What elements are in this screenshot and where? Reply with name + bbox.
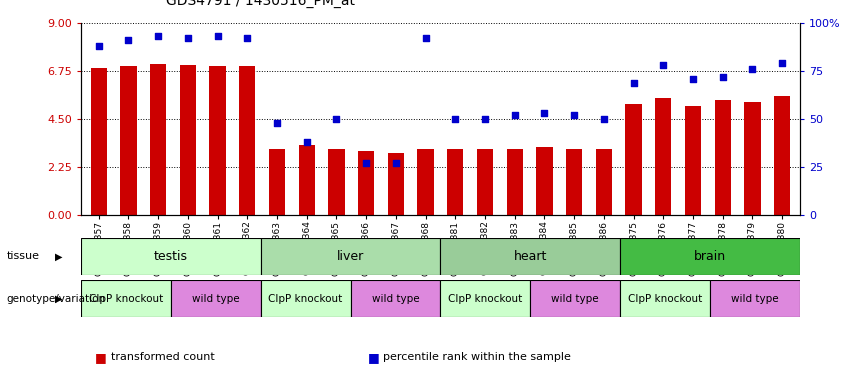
Bar — [328, 149, 345, 215]
Text: brain: brain — [694, 250, 726, 263]
Text: ClpP knockout: ClpP knockout — [448, 293, 523, 304]
Bar — [440, 238, 620, 275]
Point — [211, 33, 225, 40]
Point — [359, 160, 373, 166]
Bar — [260, 280, 351, 317]
Point — [151, 33, 165, 40]
Bar — [596, 149, 612, 215]
Bar — [269, 149, 285, 215]
Bar — [150, 64, 166, 215]
Bar — [685, 106, 701, 215]
Bar — [715, 100, 731, 215]
Point — [448, 116, 462, 122]
Text: ■: ■ — [368, 351, 380, 364]
Bar — [440, 280, 530, 317]
Text: ClpP knockout: ClpP knockout — [268, 293, 343, 304]
Bar — [620, 238, 800, 275]
Point — [686, 76, 700, 82]
Point — [538, 110, 551, 116]
Point — [508, 112, 522, 118]
Bar — [90, 68, 107, 215]
Bar — [655, 98, 671, 215]
Point — [241, 35, 254, 41]
Bar — [180, 65, 196, 215]
Bar — [417, 149, 434, 215]
Text: genotype/variation: genotype/variation — [7, 293, 106, 304]
Point — [656, 62, 670, 68]
Bar — [171, 280, 260, 317]
Text: percentile rank within the sample: percentile rank within the sample — [383, 352, 571, 362]
Text: ▶: ▶ — [55, 251, 63, 262]
Bar — [774, 96, 791, 215]
Point — [626, 79, 640, 86]
Text: ■: ■ — [95, 351, 107, 364]
Bar — [81, 238, 260, 275]
Point — [716, 74, 729, 80]
Bar — [388, 153, 404, 215]
Point — [419, 35, 432, 41]
Text: wild type: wild type — [191, 293, 239, 304]
Point — [478, 116, 492, 122]
Point — [329, 116, 343, 122]
Bar — [447, 149, 464, 215]
Bar — [625, 104, 642, 215]
Bar — [477, 149, 493, 215]
Bar — [120, 66, 136, 215]
Bar — [745, 102, 761, 215]
Bar — [351, 280, 441, 317]
Bar — [530, 280, 620, 317]
Point — [92, 43, 106, 49]
Point — [300, 139, 313, 145]
Point — [568, 112, 581, 118]
Text: tissue: tissue — [7, 251, 40, 262]
Point — [597, 116, 611, 122]
Point — [270, 120, 283, 126]
Point — [775, 60, 789, 66]
Bar — [260, 238, 440, 275]
Point — [389, 160, 403, 166]
Point — [122, 37, 135, 43]
Bar — [566, 149, 582, 215]
Bar — [299, 145, 315, 215]
Bar — [358, 151, 374, 215]
Point — [745, 66, 759, 72]
Text: testis: testis — [154, 250, 188, 263]
Bar — [620, 280, 710, 317]
Text: liver: liver — [337, 250, 364, 263]
Bar — [506, 149, 523, 215]
Bar — [239, 66, 255, 215]
Text: heart: heart — [514, 250, 547, 263]
Text: wild type: wild type — [551, 293, 599, 304]
Text: transformed count: transformed count — [111, 352, 214, 362]
Bar — [710, 280, 800, 317]
Bar — [209, 66, 226, 215]
Text: ClpP knockout: ClpP knockout — [628, 293, 702, 304]
Bar — [536, 147, 552, 215]
Text: wild type: wild type — [372, 293, 420, 304]
Text: wild type: wild type — [731, 293, 779, 304]
Text: GDS4791 / 1430516_PM_at: GDS4791 / 1430516_PM_at — [166, 0, 355, 8]
Text: ClpP knockout: ClpP knockout — [89, 293, 163, 304]
Text: ▶: ▶ — [55, 293, 63, 304]
Bar — [81, 280, 171, 317]
Point — [181, 35, 195, 41]
